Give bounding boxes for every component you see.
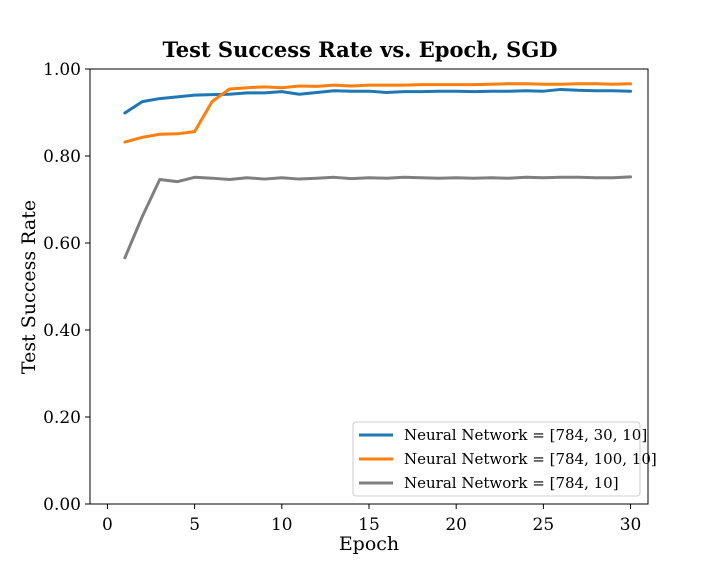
- x-tick-label: 5: [189, 515, 200, 535]
- x-tick-label: 10: [271, 515, 293, 535]
- y-tick-label: 0.40: [43, 321, 81, 341]
- legend-label-1: Neural Network = [784, 30, 10]: [404, 426, 647, 444]
- x-tick-label: 15: [358, 515, 380, 535]
- series-layer: [123, 82, 633, 260]
- x-axis-ticks: 0 5 10 15 20 25 30: [102, 504, 641, 535]
- y-tick-label: 0.80: [43, 147, 81, 167]
- y-tick-label: 1.00: [43, 60, 81, 80]
- legend-items: Neural Network = [784, 30, 10] Neural Net…: [359, 426, 657, 492]
- y-tick-label: 0.60: [43, 234, 81, 254]
- legend-box: [352, 421, 641, 497]
- x-axis-label: Epoch: [339, 533, 399, 555]
- series-line-3: [123, 175, 633, 260]
- chart-title: Test Success Rate vs. Epoch, SGD: [163, 37, 558, 62]
- y-axis-ticks: 0.00 0.20 0.40 0.60 0.80 1.00: [43, 60, 90, 515]
- legend-label-2: Neural Network = [784, 100, 10]: [404, 450, 657, 468]
- x-tick-label: 30: [620, 515, 642, 535]
- series-line-2: [123, 82, 633, 144]
- y-tick-label: 0.20: [43, 408, 81, 428]
- y-tick-label: 0.00: [43, 495, 81, 515]
- x-tick-label: 25: [533, 515, 555, 535]
- series-line-1: [123, 87, 633, 115]
- x-tick-label: 0: [102, 515, 113, 535]
- legend-label-3: Neural Network = [784, 10]: [404, 474, 619, 492]
- legend: Neural Network = [784, 30, 10] Neural Net…: [352, 421, 657, 497]
- y-axis-label: Test Success Rate: [18, 200, 40, 374]
- x-tick-label: 20: [445, 515, 467, 535]
